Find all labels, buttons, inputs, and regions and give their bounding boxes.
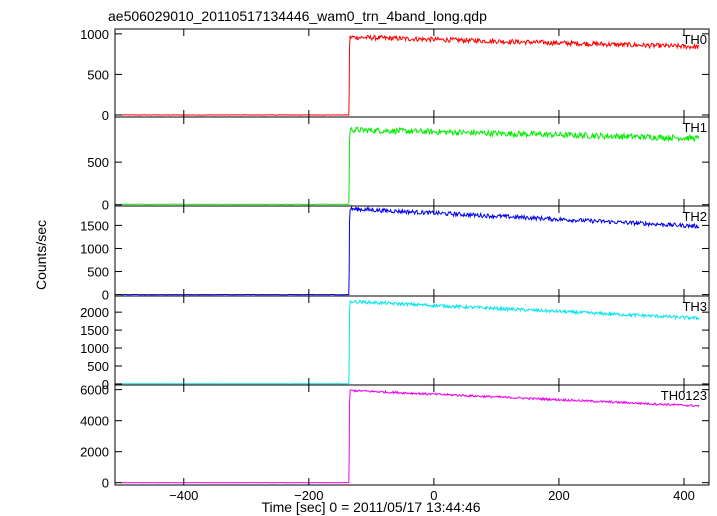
panel-th2: 0 500 1000 1500 TH2	[80, 205, 710, 303]
y-tick-label: 1500	[80, 323, 109, 338]
y-tick-label: 4000	[80, 414, 109, 429]
y-tick-label: 0	[102, 377, 109, 392]
y-tick-label: 6000	[80, 383, 109, 398]
y-tick-label: 2000	[80, 445, 109, 460]
series-label-th3: TH3	[682, 299, 707, 314]
series-label-th0123: TH0123	[661, 388, 707, 403]
series-line-th2	[121, 205, 700, 296]
series-label-th1: TH1	[682, 120, 707, 135]
panel-frame	[114, 295, 710, 386]
y-tick-label: 500	[87, 155, 109, 170]
y-tick-label: 0	[102, 476, 109, 491]
panels: 0 500 1000 TH0 0 500 TH1 0 500 1000 1500 TH2 0 500 100…	[80, 27, 710, 491]
series-line-th0	[121, 33, 700, 116]
x-tick-label: −400	[169, 488, 198, 503]
y-tick-label: 1000	[80, 27, 109, 42]
y-tick-label: 0	[102, 288, 109, 303]
panel-th0: 0 500 1000 TH0	[80, 27, 710, 123]
y-tick-label: 2000	[80, 305, 109, 320]
panel-frame	[114, 28, 710, 118]
series-line-th1	[121, 126, 700, 206]
y-tick-label: 500	[87, 67, 109, 82]
panel-th3: 0 500 1000 1500 2000 TH3	[80, 295, 710, 392]
series-line-th0123	[121, 388, 700, 484]
series-label-th0: TH0	[682, 32, 707, 47]
panel-th0123: 0 2000 4000 6000 TH0123	[80, 383, 710, 491]
panel-frame	[114, 205, 710, 297]
panel-frame	[114, 384, 710, 486]
y-tick-label: 0	[102, 108, 109, 123]
y-tick-label: 1000	[80, 241, 109, 256]
x-axis-label: Time [sec] 0 = 2011/05/17 13:44:46	[261, 499, 480, 515]
panel-th1: 0 500 TH1	[87, 116, 710, 213]
chart-title: ae506029010_20110517134446_wam0_trn_4ban…	[108, 8, 487, 24]
x-tick-label: −200	[294, 488, 323, 503]
y-tick-label: 1000	[80, 341, 109, 356]
x-tick-label: 0	[430, 488, 437, 503]
x-tick-label: 400	[673, 488, 695, 503]
y-tick-label: 1500	[80, 218, 109, 233]
x-axis: −400 −200 0 200 400	[169, 488, 695, 503]
series-line-th3	[121, 299, 700, 385]
y-tick-label: 0	[102, 198, 109, 213]
series-label-th2: TH2	[682, 209, 707, 224]
y-axis-label: Counts/sec	[33, 220, 49, 290]
x-tick-label: 200	[548, 488, 570, 503]
y-tick-label: 500	[87, 359, 109, 374]
y-tick-label: 500	[87, 265, 109, 280]
